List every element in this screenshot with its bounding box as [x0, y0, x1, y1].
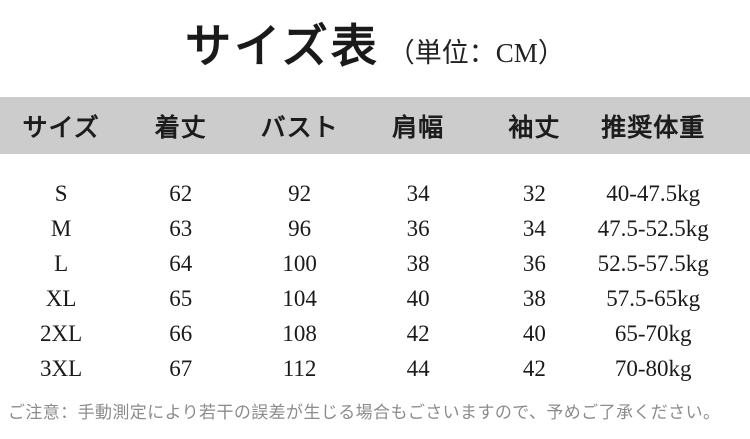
cell-size: M: [50, 215, 72, 241]
column-header-weight: 推奨体重: [601, 114, 706, 142]
cell-shoulder: 36: [406, 215, 430, 241]
cell-size: XL: [45, 285, 77, 311]
column-header-shoulder: 肩幅: [392, 114, 445, 142]
table-body: S 62 92 34 32 40-47.5kg M 63 96 36 34 47…: [0, 154, 750, 386]
cell-shoulder: 34: [406, 180, 430, 206]
cell-sleeve: 38: [522, 285, 546, 311]
cell-sleeve: 42: [522, 355, 546, 381]
title-unit-label: （単位：CM）: [387, 38, 565, 68]
cell-bust: 96: [288, 215, 312, 241]
cell-sleeve: 34: [522, 215, 546, 241]
cell-bust: 108: [282, 320, 317, 346]
cell-size: S: [54, 180, 68, 206]
table-header-row: サイズ 着丈 バスト 肩幅 袖丈 推奨体重: [0, 97, 750, 154]
cell-length: 67: [169, 355, 193, 381]
cell-length: 63: [169, 215, 193, 241]
cell-bust: 104: [282, 285, 317, 311]
cell-sleeve: 36: [522, 250, 546, 276]
column-header-size: サイズ: [22, 114, 100, 142]
cell-weight: 40-47.5kg: [606, 180, 701, 206]
table-row-l: L 64 100 38 36 52.5-57.5kg: [0, 246, 750, 281]
table-row-3xl: 3XL 67 112 44 42 70-80kg: [0, 351, 750, 386]
table-row-2xl: 2XL 66 108 42 40 65-70kg: [0, 316, 750, 351]
cell-shoulder: 40: [406, 285, 430, 311]
cell-shoulder: 38: [406, 250, 430, 276]
cell-length: 66: [169, 320, 193, 346]
cell-weight: 47.5-52.5kg: [597, 215, 709, 241]
table-row-xl: XL 65 104 40 38 57.5-65kg: [0, 281, 750, 316]
table-row-s: S 62 92 34 32 40-47.5kg: [0, 176, 750, 211]
cell-weight: 57.5-65kg: [606, 285, 701, 311]
cell-weight: 65-70kg: [614, 320, 692, 346]
table-row-m: M 63 96 36 34 47.5-52.5kg: [0, 211, 750, 246]
cell-shoulder: 44: [406, 355, 430, 381]
disclaimer-note: ご注意：手動測定により若干の誤差が生じる場合もごさいますので、予めご了承ください…: [8, 403, 721, 422]
cell-size: 2XL: [40, 320, 83, 346]
cell-shoulder: 42: [406, 320, 430, 346]
cell-length: 62: [169, 180, 193, 206]
cell-bust: 100: [282, 250, 317, 276]
cell-sleeve: 40: [522, 320, 546, 346]
page-title: サイズ表 （単位：CM）: [0, 0, 750, 70]
column-header-length: 着丈: [154, 114, 207, 142]
cell-length: 64: [169, 250, 193, 276]
cell-weight: 52.5-57.5kg: [597, 250, 709, 276]
cell-size: 3XL: [40, 355, 83, 381]
cell-length: 65: [169, 285, 193, 311]
title-text: サイズ表: [185, 21, 380, 72]
cell-bust: 92: [288, 180, 312, 206]
column-header-bust: バスト: [260, 114, 339, 142]
cell-bust: 112: [282, 355, 317, 381]
cell-size: L: [54, 250, 69, 276]
column-header-sleeve: 袖丈: [508, 114, 561, 142]
cell-weight: 70-80kg: [614, 355, 692, 381]
cell-sleeve: 32: [522, 180, 546, 206]
